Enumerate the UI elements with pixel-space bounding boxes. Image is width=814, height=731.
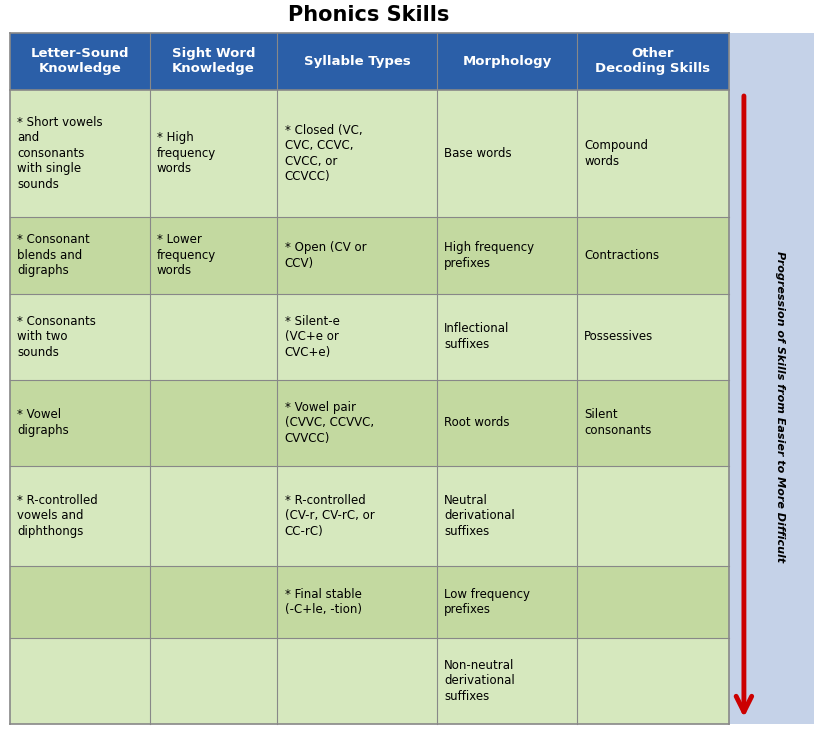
FancyBboxPatch shape: [10, 637, 729, 724]
FancyBboxPatch shape: [10, 294, 729, 379]
Text: * Consonants
with two
sounds: * Consonants with two sounds: [17, 314, 96, 359]
Text: Syllable Types: Syllable Types: [304, 55, 410, 68]
Text: * R-controlled
vowels and
diphthongs: * R-controlled vowels and diphthongs: [17, 494, 98, 538]
Text: Other
Decoding Skills: Other Decoding Skills: [595, 47, 711, 75]
Text: * Closed (VC,
CVC, CCVC,
CVCC, or
CCVCC): * Closed (VC, CVC, CCVC, CVCC, or CCVCC): [285, 124, 362, 183]
Text: Contractions: Contractions: [584, 249, 659, 262]
Text: Progression of Skills from Easier to More Difficult: Progression of Skills from Easier to Mor…: [775, 251, 785, 562]
FancyBboxPatch shape: [10, 379, 729, 466]
Text: Sight Word
Knowledge: Sight Word Knowledge: [172, 47, 255, 75]
Text: * R-controlled
(CV-r, CV-rC, or
CC-rC): * R-controlled (CV-r, CV-rC, or CC-rC): [285, 494, 374, 538]
Text: * High
frequency
words: * High frequency words: [157, 132, 216, 175]
Text: * Vowel
digraphs: * Vowel digraphs: [17, 409, 69, 437]
FancyBboxPatch shape: [10, 89, 729, 217]
FancyBboxPatch shape: [10, 217, 729, 294]
Text: Root words: Root words: [444, 416, 510, 429]
Text: Non-neutral
derivational
suffixes: Non-neutral derivational suffixes: [444, 659, 515, 702]
Text: Silent
consonants: Silent consonants: [584, 409, 651, 437]
Text: Phonics Skills: Phonics Skills: [288, 4, 450, 25]
Text: Base words: Base words: [444, 147, 512, 160]
Text: Letter-Sound
Knowledge: Letter-Sound Knowledge: [30, 47, 129, 75]
Text: * Open (CV or
CCV): * Open (CV or CCV): [285, 241, 366, 270]
Text: Compound
words: Compound words: [584, 139, 648, 167]
FancyBboxPatch shape: [729, 33, 814, 724]
FancyBboxPatch shape: [10, 33, 729, 89]
Text: * Short vowels
and
consonants
with single
sounds: * Short vowels and consonants with singl…: [17, 115, 103, 191]
Text: * Consonant
blends and
digraphs: * Consonant blends and digraphs: [17, 233, 90, 277]
Text: Morphology: Morphology: [462, 55, 552, 68]
FancyBboxPatch shape: [10, 567, 729, 637]
Text: * Final stable
(-C+le, -tion): * Final stable (-C+le, -tion): [285, 588, 361, 616]
Text: Inflectional
suffixes: Inflectional suffixes: [444, 322, 510, 351]
Text: * Vowel pair
(CVVC, CCVVC,
CVVCC): * Vowel pair (CVVC, CCVVC, CVVCC): [285, 401, 374, 444]
Text: High frequency
prefixes: High frequency prefixes: [444, 241, 535, 270]
FancyBboxPatch shape: [10, 466, 729, 567]
Text: Low frequency
prefixes: Low frequency prefixes: [444, 588, 531, 616]
Text: * Lower
frequency
words: * Lower frequency words: [157, 233, 216, 277]
Text: Neutral
derivational
suffixes: Neutral derivational suffixes: [444, 494, 515, 538]
Text: * Silent-e
(VC+e or
CVC+e): * Silent-e (VC+e or CVC+e): [285, 314, 339, 359]
Text: Possessives: Possessives: [584, 330, 654, 343]
